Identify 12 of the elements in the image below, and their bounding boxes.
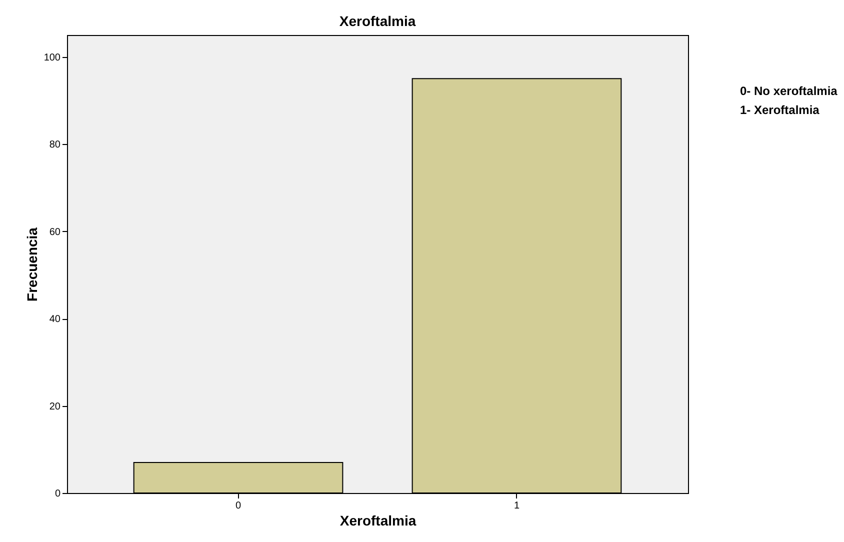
text: 0- No xeroftalmia xyxy=(740,83,838,100)
y-axis-title: Frecuencia xyxy=(24,227,40,302)
x-tick-label: 1 xyxy=(514,500,520,512)
y-tick-label: 40 xyxy=(49,314,61,326)
x-axis-title: Xeroftalmia xyxy=(340,512,416,528)
y-tick-label: 100 xyxy=(44,52,61,64)
y-tick-label: 80 xyxy=(49,140,61,151)
y-tick-label: 0 xyxy=(54,488,61,500)
chart-title: Xeroftalmia xyxy=(339,13,416,29)
y-tick-label: 20 xyxy=(49,401,61,412)
y-tick-label: 60 xyxy=(49,226,61,238)
text: 1- Xeroftalmia xyxy=(740,102,820,119)
